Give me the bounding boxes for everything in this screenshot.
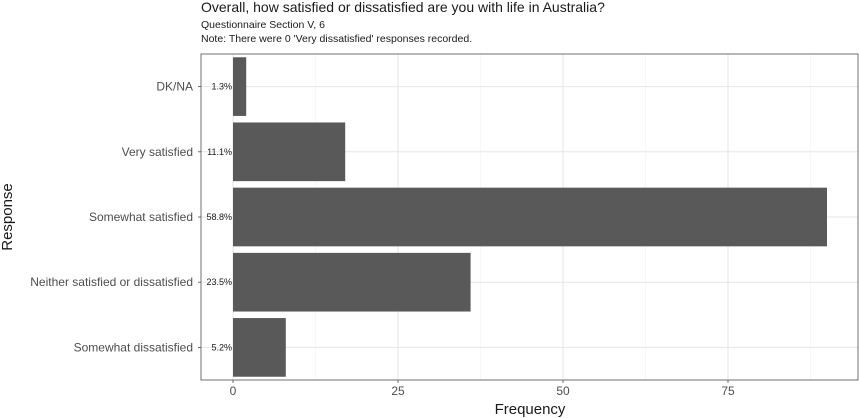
y-tick-label: DK/NA xyxy=(156,80,193,94)
percent-data-label: 23.5% xyxy=(206,277,232,287)
bar-somewhat-dissatisfied xyxy=(233,318,286,377)
chart-subtitle-line-1: Questionnaire Section V, 6 xyxy=(201,19,325,31)
y-tick-label: Somewhat dissatisfied xyxy=(74,340,193,354)
bar-dk-na xyxy=(233,57,247,116)
x-tick-label: 50 xyxy=(556,384,570,398)
chart-subtitle-line-2: Note: There were 0 'Very dissatisfied' r… xyxy=(201,33,472,45)
x-axis-title: Frequency xyxy=(495,401,566,418)
y-axis-title: Response xyxy=(0,183,16,251)
bar-neither-satisfied-or-dissatisfied xyxy=(233,252,471,312)
x-tick-label: 75 xyxy=(721,384,735,398)
y-tick-label: Very satisfied xyxy=(122,145,193,159)
percent-data-label: 58.8% xyxy=(206,212,232,222)
axes: 0 25 50 75 Somewhat dissatisfied 5.2% Neither … xyxy=(30,80,735,398)
bar-somewhat-satisfied xyxy=(233,187,827,247)
bar-very-satisfied xyxy=(233,122,346,182)
percent-data-label: 1.3% xyxy=(211,82,232,92)
percent-data-label: 11.1% xyxy=(207,147,232,157)
x-tick-label: 25 xyxy=(391,384,405,398)
y-tick-label: Somewhat satisfied xyxy=(89,210,193,224)
chart-title: Overall, how satisfied or dissatisfied a… xyxy=(201,0,605,15)
bars xyxy=(233,57,827,377)
y-tick-label: Neither satisfied or dissatisfied xyxy=(30,275,193,289)
percent-data-label: 5.2% xyxy=(211,342,232,352)
x-tick-label: 0 xyxy=(230,384,237,398)
